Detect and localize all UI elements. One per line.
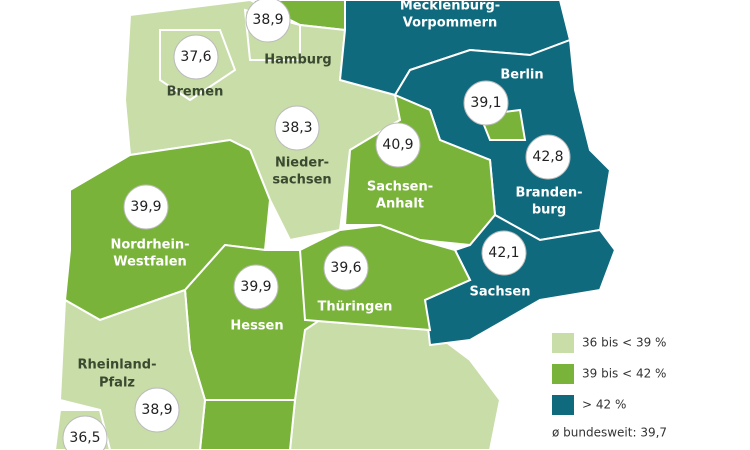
value-badge <box>463 80 509 126</box>
legend-label: > 42 % <box>582 398 626 412</box>
state-name: sachsen <box>272 173 331 188</box>
state-name: Mecklenburg- <box>400 0 500 14</box>
value-badge <box>173 34 219 80</box>
value-badge <box>134 387 180 433</box>
state-value: 36,5 <box>69 430 100 446</box>
state-value: 38,9 <box>141 402 172 418</box>
state-value: 40,9 <box>382 137 413 153</box>
state-value: 42,1 <box>488 245 519 261</box>
state-name: Nordrhein- <box>110 238 189 253</box>
state-name: Nieder- <box>275 156 329 171</box>
legend-label: 39 bis < 42 % <box>582 367 666 381</box>
state-name: Hessen <box>230 319 283 334</box>
state-value: 39,1 <box>470 95 501 111</box>
state-name: Berlin <box>500 68 543 83</box>
state-value: 38,9 <box>252 12 283 28</box>
state-value: 39,9 <box>130 199 161 215</box>
state-name: Hamburg <box>264 53 331 68</box>
national-average: ø bundesweit: 39,7 <box>552 426 667 440</box>
state-value: 37,6 <box>180 49 211 65</box>
state-value: 42,8 <box>532 149 563 165</box>
state-name: Vorpommern <box>403 16 498 31</box>
legend-swatch <box>552 364 574 384</box>
value-badge <box>233 264 279 310</box>
value-badge <box>525 134 571 180</box>
value-badge <box>375 122 421 168</box>
state-name: Sachsen- <box>367 180 433 195</box>
state-name: Branden- <box>515 186 582 201</box>
state-area <box>198 399 297 450</box>
state-name: Rheinland- <box>78 358 157 373</box>
state-name: Pfalz <box>99 376 135 391</box>
state-name: Thüringen <box>318 300 393 315</box>
value-badge <box>62 415 108 450</box>
legend-swatch <box>552 333 574 353</box>
state-name: Sachsen <box>470 285 531 300</box>
state-name: Bremen <box>167 85 224 100</box>
state-name: Westfalen <box>113 255 187 270</box>
state-name: Anhalt <box>376 197 424 212</box>
value-badge <box>245 0 291 43</box>
value-badge <box>274 105 320 151</box>
value-badge <box>323 245 369 291</box>
state-value: 39,6 <box>330 260 361 276</box>
state-value: 38,3 <box>281 120 312 136</box>
value-badge <box>123 184 169 230</box>
legend-swatch <box>552 395 574 415</box>
legend-label: 36 bis < 39 % <box>582 336 666 350</box>
state-name: burg <box>532 203 566 218</box>
state-value: 39,9 <box>240 279 271 295</box>
value-badge <box>481 230 527 276</box>
